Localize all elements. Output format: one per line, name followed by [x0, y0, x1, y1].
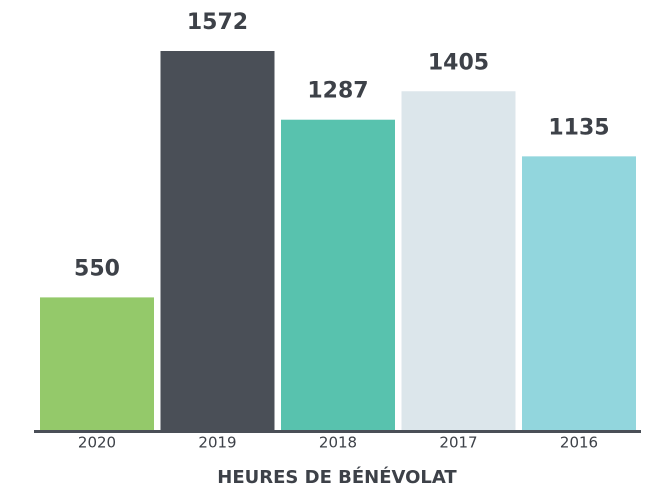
x-tick-label: 2019 [198, 434, 236, 452]
bar [281, 119, 395, 431]
x-tick-label: 2020 [78, 434, 116, 452]
bar [160, 51, 275, 430]
bar [401, 91, 516, 430]
bar [522, 156, 636, 430]
x-axis-title: HEURES DE BÉNÉVOLAT [217, 466, 457, 488]
data-label: 1405 [428, 50, 489, 75]
data-label: 1135 [548, 115, 609, 140]
data-label: 1287 [307, 79, 368, 104]
x-tick-label: 2016 [560, 434, 598, 452]
bar [40, 297, 154, 430]
x-tick-label: 2017 [439, 434, 477, 452]
x-tick-label: 2018 [319, 434, 357, 452]
data-label: 550 [74, 256, 120, 281]
data-label: 1572 [187, 10, 248, 35]
